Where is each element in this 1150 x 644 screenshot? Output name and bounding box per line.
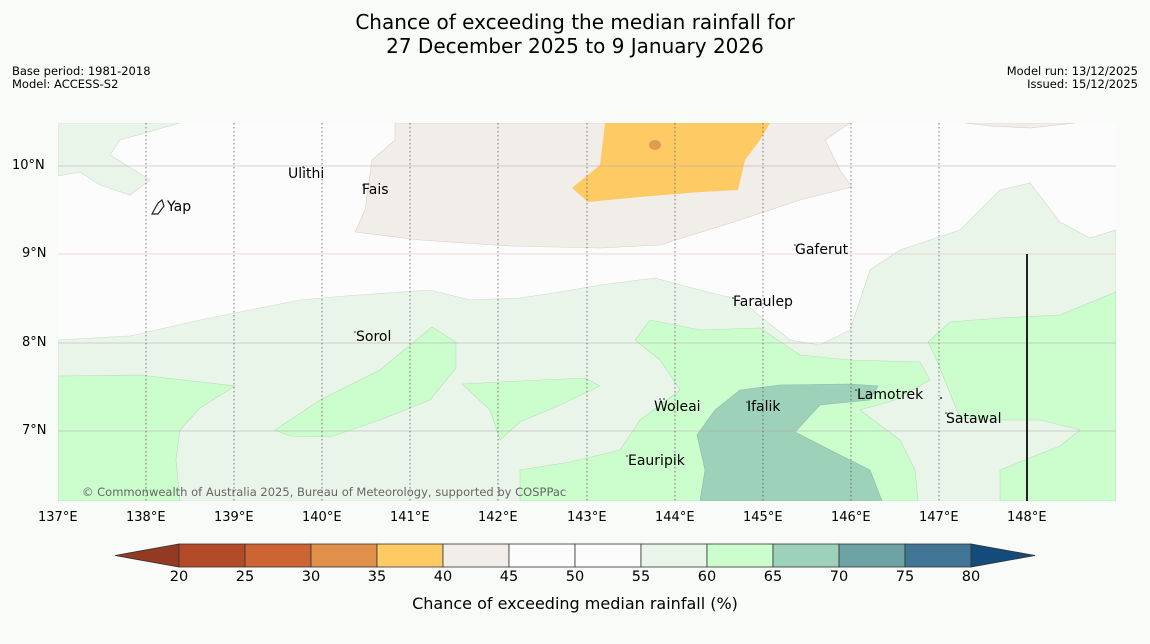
colorbar-tick-label: 50 <box>565 569 585 585</box>
colorbar-swatch <box>904 543 972 568</box>
place-label-woleai: Woleai <box>654 399 701 415</box>
zone-60-65-west <box>58 374 236 501</box>
zone-35-40 <box>572 123 770 202</box>
lon-tick-label: 138°E <box>126 510 166 525</box>
colorbar-tick-label: 55 <box>631 569 651 585</box>
meta-left: Base period: 1981-2018 Model: ACCESS-S2 <box>12 65 151 91</box>
chart-title-line1: Chance of exceeding the median rainfall … <box>355 10 795 34</box>
colorbar-swatch <box>574 543 642 568</box>
colorbar-tick-label: 35 <box>367 569 387 585</box>
colorbar-swatch <box>772 543 840 568</box>
colorbar-under-arrow <box>114 543 180 568</box>
lon-tick-label: 148°E <box>1007 510 1047 525</box>
lon-tick-label: 146°E <box>831 510 871 525</box>
issued-date: Issued: 15/12/2025 <box>1027 77 1138 91</box>
lat-tick-label: 9°N <box>22 246 47 261</box>
zone-65-70 <box>696 383 883 501</box>
copyright-notice: © Commonwealth of Australia 2025, Bureau… <box>82 485 567 499</box>
place-label-gaferut: Gaferut <box>795 242 849 258</box>
lon-tick-label: 143°E <box>567 510 607 525</box>
lon-tick-label: 144°E <box>655 510 695 525</box>
zone-40-45-northeast <box>964 123 1076 129</box>
meta-right: Model run: 13/12/2025 Issued: 15/12/2025 <box>1007 65 1138 91</box>
colorbar-swatch <box>508 543 576 568</box>
zone-30-35-spot <box>649 140 661 150</box>
lon-tick-label: 137°E <box>38 510 78 525</box>
place-label-lamotrek: Lamotrek <box>857 387 924 403</box>
yap-island-outline <box>150 199 165 215</box>
colorbar-swatch <box>376 543 444 568</box>
lon-tick-label: 145°E <box>743 510 783 525</box>
zone-60-65-central <box>461 377 601 441</box>
place-label-satawal: Satawal <box>946 411 1002 427</box>
colorbar-swatch <box>310 543 378 568</box>
place-label-fais: Fais <box>362 182 389 198</box>
colorbar-tick-label: 40 <box>433 569 453 585</box>
colorbar-tick-label: 80 <box>961 569 981 585</box>
colorbar-tick-label: 30 <box>301 569 321 585</box>
place-label-ifalik: Ifalik <box>747 399 781 415</box>
colorbar-tick-label: 20 <box>169 569 189 585</box>
model-name: Model: ACCESS-S2 <box>12 77 119 91</box>
colorbar-title: Chance of exceeding median rainfall (%) <box>412 594 738 613</box>
map-panel <box>58 123 1116 501</box>
base-period: Base period: 1981-2018 <box>12 64 151 78</box>
lat-tick-label: 10°N <box>12 158 45 173</box>
colorbar-over-arrow <box>970 543 1036 568</box>
colorbar-tick-label: 60 <box>697 569 717 585</box>
place-label-yap: Yap <box>167 199 192 215</box>
colorbar-tick-label: 25 <box>235 569 255 585</box>
colorbar-tick-label: 45 <box>499 569 519 585</box>
colorbar-swatch <box>838 543 906 568</box>
place-label-faraulep: Faraulep <box>733 294 793 310</box>
colorbar-swatch <box>442 543 510 568</box>
colorbar-swatch <box>244 543 312 568</box>
colorbar-swatch <box>640 543 708 568</box>
colorbar-tick-label: 65 <box>763 569 783 585</box>
island-dots <box>302 166 947 457</box>
model-run: Model run: 13/12/2025 <box>1006 64 1138 78</box>
zone-60-65-sorol <box>274 326 457 438</box>
colorbar-tick-label: 75 <box>895 569 915 585</box>
place-label-eauripik: Eauripik <box>628 453 685 469</box>
place-label-sorol: Sorol <box>356 329 392 345</box>
lon-tick-label: 141°E <box>390 510 430 525</box>
lon-tick-label: 140°E <box>302 510 342 525</box>
lon-tick-label: 147°E <box>919 510 959 525</box>
colorbar-tick-label: 70 <box>829 569 849 585</box>
lon-tick-label: 142°E <box>478 510 518 525</box>
chart-title-line2: 27 December 2025 to 9 January 2026 <box>386 34 764 58</box>
lon-tick-label: 139°E <box>214 510 254 525</box>
graticule <box>58 123 1116 501</box>
colorbar-swatch <box>178 543 246 568</box>
place-label-ulithi: Ulithi <box>288 166 325 182</box>
lat-tick-label: 7°N <box>22 423 47 438</box>
zone-60-65-far-east <box>927 291 1116 501</box>
zone-55-60-northwest <box>58 123 181 196</box>
lat-tick-label: 8°N <box>22 335 47 350</box>
colorbar-swatch <box>706 543 774 568</box>
